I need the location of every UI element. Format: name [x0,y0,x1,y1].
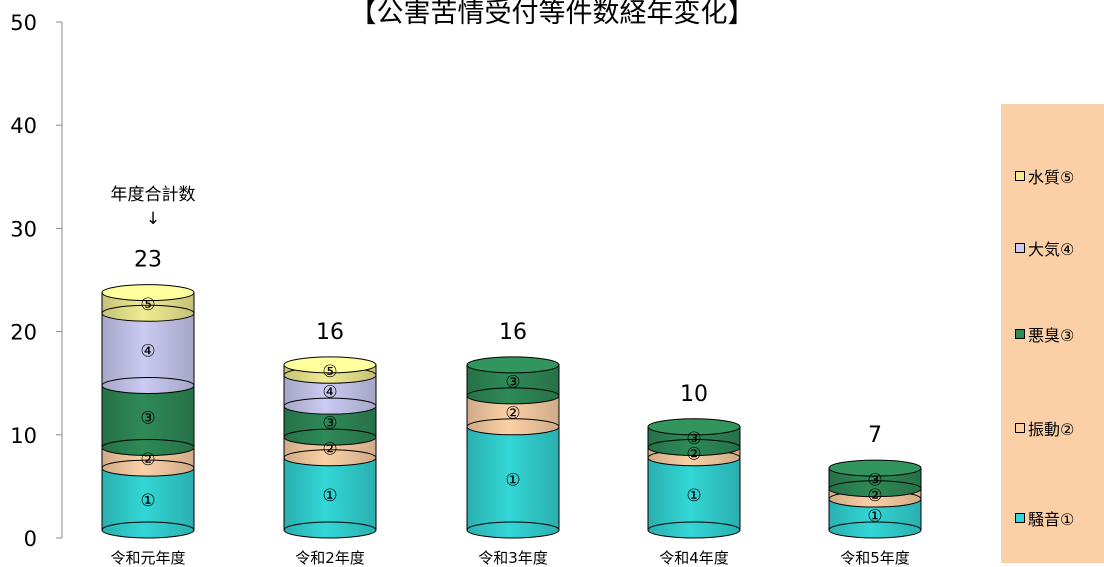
total-label: 23 [134,248,162,273]
segment-base [101,377,195,395]
segment-label: ④ [322,383,337,403]
segment-label: ③ [867,470,882,490]
chart-title: 【公害苦情受付等件数経年変化】 [350,0,755,29]
x-tick-label: 令和3年度 [478,549,548,567]
segment-base [283,521,377,539]
segment-base [283,449,377,467]
segment-base [466,521,560,539]
x-tick-label: 令和4年度 [659,549,729,567]
segment-label: ① [140,491,155,511]
bar-top-cap [828,459,922,477]
segment-base [283,428,377,446]
legend-swatch [1015,329,1025,339]
segment-label: ① [322,486,337,506]
y-tick-label: 30 [10,217,37,241]
segment-label: ② [867,486,882,506]
segment-label: ② [140,450,155,470]
segment-label: ④ [140,341,155,361]
y-tick-label: 10 [10,424,37,448]
legend-swatch [1015,513,1025,523]
segment-label: ③ [322,414,337,434]
segment-label: ③ [140,408,155,428]
segment-base [647,438,741,456]
legend-swatch [1015,423,1025,433]
segment-label: ① [686,486,701,506]
legend-label: 騒音① [1028,510,1075,529]
segment-label: ③ [686,429,701,449]
legend-item: 悪臭③ [1015,322,1074,346]
bar-top-cap [101,284,195,302]
legend-item: 騒音① [1015,506,1074,530]
y-tick-label: 50 [10,11,37,35]
segment-base [283,397,377,415]
bar-top-cap [466,356,560,374]
bar-top-cap [647,418,741,436]
y-tick-label: 20 [10,321,37,345]
y-tick-label: 0 [24,527,37,551]
bar-segment [283,457,377,531]
legend-item: 水質⑤ [1015,164,1074,188]
x-tick-label: 令和5年度 [840,549,910,567]
y-axis: 0 10 20 30 40 50 [10,11,63,551]
segment-base [466,387,560,405]
segment-base [828,521,922,539]
legend-swatch [1015,243,1025,253]
segment-label: ② [322,439,337,459]
segment-base [647,521,741,539]
bars [101,284,922,539]
segment-label: ② [686,445,701,465]
segment-base [101,521,195,539]
total-label: 10 [680,382,708,407]
legend-label: 大気④ [1028,240,1075,259]
segment-label: ① [867,507,882,527]
legend-label: 水質⑤ [1028,168,1075,187]
annotation-text: 年度合計数 [111,185,196,205]
annotation-arrow: ↓ [146,209,160,229]
segment-label: ⑤ [140,295,155,315]
segment-base [466,418,560,436]
x-tick-label: 令和元年度 [110,549,185,567]
segment-label: ⑤ [322,362,337,382]
segment-base [828,480,922,498]
y-tick-label: 40 [10,114,37,138]
segment-label: ① [505,470,520,490]
labels: 【公害苦情受付等件数経年変化】①②③④⑤23令和元年度年度合計数↓①②③④⑤16… [110,0,909,567]
x-tick-label: 令和2年度 [295,549,365,567]
total-label: 7 [868,423,882,448]
legend-label: 振動② [1028,420,1075,439]
bar-top-cap [283,356,377,374]
legend-swatch [1015,171,1025,181]
legend-label: 悪臭③ [1028,326,1075,345]
segment-base [101,438,195,456]
legend-item: 振動② [1015,416,1074,440]
segment-base [101,459,195,477]
segment-label: ② [505,403,520,423]
total-label: 16 [499,320,527,345]
segment-label: ③ [505,372,520,392]
legend-item: 大気④ [1015,236,1074,260]
bar-segment [647,457,741,531]
legend: 水質⑤ 大気④ 悪臭③ 振動② 騒音① [1001,104,1104,563]
total-label: 16 [316,320,344,345]
bar-segment [101,312,195,387]
segment-base [101,304,195,322]
